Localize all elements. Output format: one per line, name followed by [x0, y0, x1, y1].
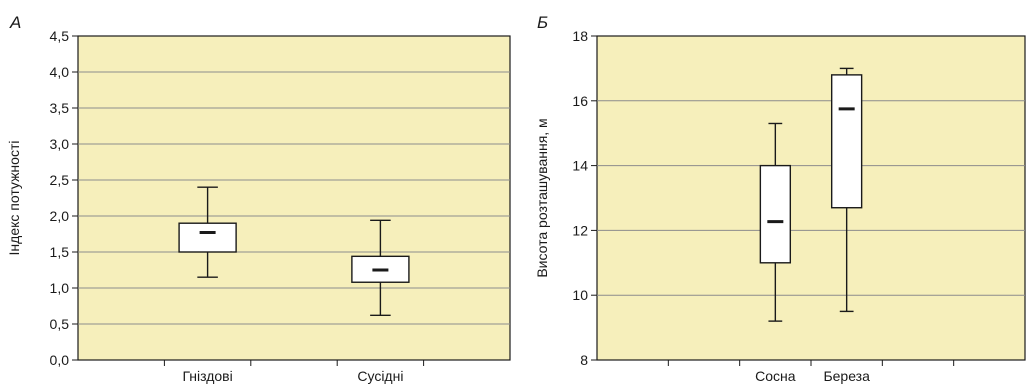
- y-tick-label-a: 2,0: [50, 208, 70, 224]
- y-axis-title-b: Висота розташування, м: [534, 118, 550, 277]
- y-tick-label-a: 3,5: [50, 100, 70, 116]
- box-b-2: [830, 67, 863, 313]
- y-ticks-a: 0,0 0,5 1,0 1,5 2,0 2,5 3,0 3,5 4,0 4,5: [50, 28, 78, 368]
- box-b-1: [759, 122, 792, 322]
- y-tick-label-a: 2,5: [50, 172, 70, 188]
- x-ticks-a: Гніздові Сусідні: [163, 360, 425, 384]
- chart-panel-a: 0,0 0,5 1,0 1,5 2,0 2,5 3,0 3,5 4,0 4,5 Гніздові С…: [6, 13, 511, 384]
- plot-area-a: [77, 35, 511, 361]
- chart-panel-b: 8 10 12 14 16 18 Сосна Береза Б Висота розташу…: [534, 13, 1026, 384]
- y-tick-label-b: 8: [580, 352, 588, 368]
- boxes-b: [759, 67, 863, 322]
- y-tick-label-a: 1,0: [50, 280, 70, 296]
- y-tick-label-a: 4,5: [50, 28, 70, 44]
- x-ticks-b: Сосна Береза: [667, 360, 955, 384]
- y-tick-label-a: 1,5: [50, 244, 70, 260]
- gridlines-b: [597, 100, 1025, 296]
- y-ticks-b: 8 10 12 14 16 18: [572, 28, 597, 368]
- y-tick-label-b: 16: [572, 93, 588, 109]
- y-tick-label-b: 12: [572, 222, 588, 238]
- y-tick-label-b: 10: [572, 287, 588, 303]
- y-tick-label-a: 4,0: [50, 64, 70, 80]
- x-category-label-b: Береза: [823, 368, 870, 384]
- gridlines-a: [78, 71, 510, 325]
- box-a-2: [351, 219, 410, 317]
- y-tick-label-b: 14: [572, 158, 588, 174]
- box-iqr: [759, 164, 792, 264]
- y-tick-label-b: 18: [572, 28, 588, 44]
- boxes-a: [178, 186, 410, 317]
- y-tick-label-a: 0,0: [50, 352, 70, 368]
- plot-area-b: [596, 35, 1026, 361]
- box-a-1: [178, 186, 237, 278]
- y-tick-label-a: 0,5: [50, 316, 70, 332]
- y-tick-label-a: 3,0: [50, 136, 70, 152]
- panel-label-b: Б: [537, 13, 548, 32]
- box-iqr: [178, 222, 237, 253]
- box-iqr: [830, 74, 863, 209]
- x-category-label-a: Сусідні: [357, 368, 403, 384]
- x-category-label-a: Гніздові: [182, 368, 232, 384]
- y-axis-title-a: Індекс потужності: [6, 141, 22, 256]
- x-category-label-b: Сосна: [755, 368, 796, 384]
- panel-label-a: А: [9, 13, 21, 32]
